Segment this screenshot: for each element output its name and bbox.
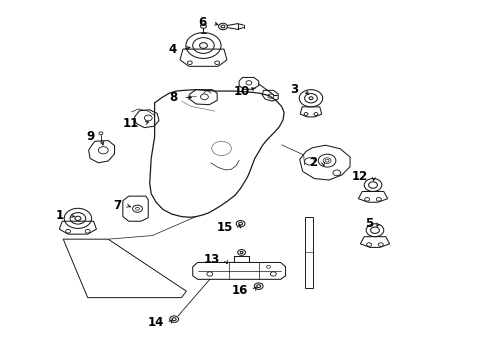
Text: 1: 1: [56, 209, 64, 222]
Text: 13: 13: [203, 253, 220, 266]
Text: 16: 16: [232, 284, 248, 297]
Text: 8: 8: [170, 91, 177, 104]
Text: 11: 11: [122, 117, 139, 130]
Text: 9: 9: [86, 130, 95, 144]
Text: 2: 2: [309, 156, 318, 169]
Text: 10: 10: [234, 85, 250, 98]
Text: 5: 5: [365, 216, 373, 230]
Text: 7: 7: [114, 199, 122, 212]
Text: 4: 4: [169, 42, 176, 55]
Text: 14: 14: [147, 316, 164, 329]
Text: 6: 6: [198, 17, 207, 30]
Text: 12: 12: [352, 170, 368, 183]
Text: 3: 3: [291, 83, 299, 96]
Text: 15: 15: [217, 221, 233, 234]
